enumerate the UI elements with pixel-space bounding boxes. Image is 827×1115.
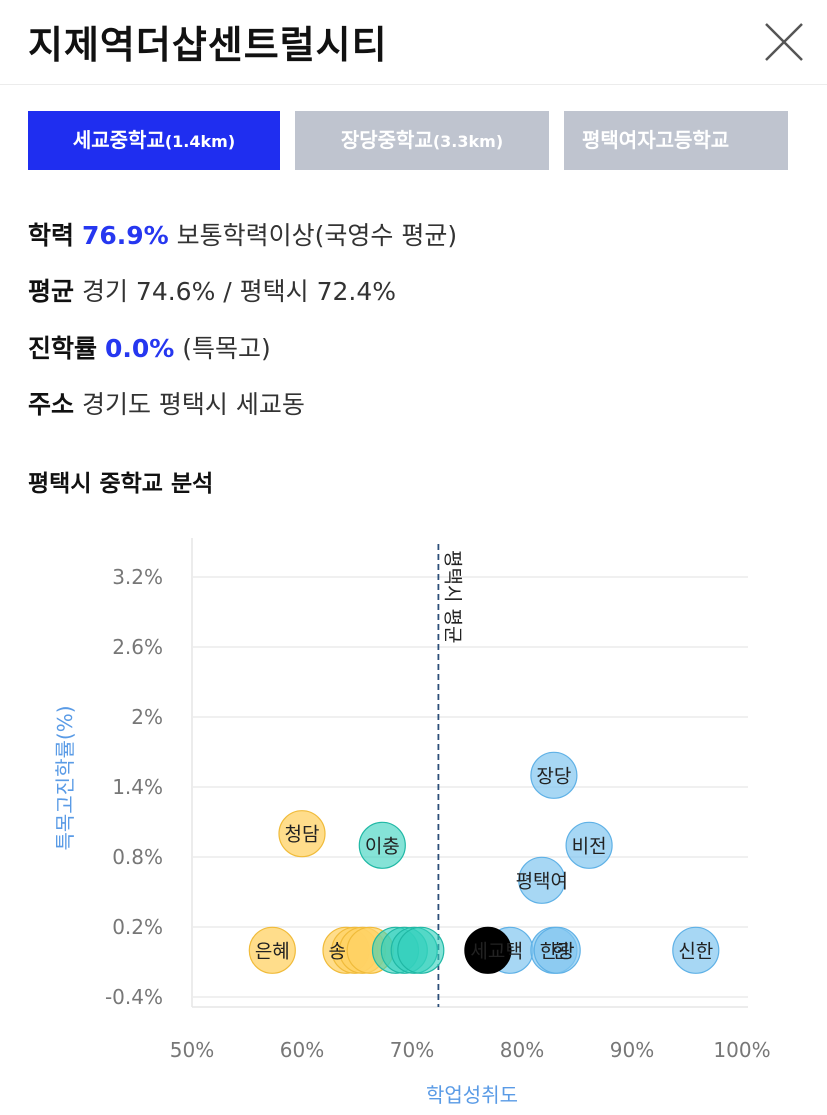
close-button[interactable] [760,18,808,66]
point-label: 비전 [572,835,607,857]
advance-info: 진학률 0.0% (특목고) [28,329,271,365]
point-label: 현 [552,940,569,962]
tab-school-1[interactable]: 세교중학교(1.4km) [28,111,280,170]
point-label: 청담 [285,824,320,846]
x-axis-label: 학업성취도 [426,1083,518,1107]
average-text: 경기 74.6% / 평택시 72.4% [81,277,397,306]
data-point[interactable] [530,751,578,799]
tab-distance: (3.3km) [432,132,504,151]
y-ticks: -0.4% 0.2% 0.8% 1.4% 2% 2.6% 3.2% [105,565,163,1009]
y-tick-label: 2% [131,705,163,729]
data-point[interactable] [518,856,566,904]
x-tick-label: 90% [610,1038,654,1062]
section-title: 평택시 중학교 분석 [28,471,214,497]
average-info: 평균 경기 74.6% / 평택시 72.4% [28,272,396,308]
point-label: 송 [328,940,345,962]
average-line-label: 평택시 평균 [441,550,463,643]
tab-label: 평택여자고등학교 [582,128,730,152]
point-label: 택 [506,940,523,962]
average-label: 평균 [28,277,75,306]
tab-school-2[interactable]: 장당중학교(3.3km) [295,111,549,170]
grid [191,538,748,1008]
data-point[interactable] [278,810,326,858]
data-point[interactable] [565,821,613,869]
y-tick-label: 2.6% [112,635,163,659]
school-tabs: 세교중학교(1.4km) 장당중학교(3.3km) 평택여자고등학교 [28,111,788,170]
academic-desc: 보통학력이상(국영수 평균) [176,221,458,250]
point-label: 이충 [365,835,400,857]
y-tick-label: 0.2% [112,915,163,939]
scatter-chart: -0.4% 0.2% 0.8% 1.4% 2% 2.6% 3.2% 50% 60% 70% 80%… [0,520,827,1115]
y-tick-label: 0.8% [112,845,163,869]
tab-distance: (1.4km) [164,132,236,151]
address-info: 주소 경기도 평택시 세교동 [28,385,305,421]
reference-line: 평택시 평균 [437,544,463,1007]
point-label: 세교 [470,940,505,962]
close-icon [765,23,803,61]
data-point[interactable] [533,926,581,974]
data-point[interactable] [248,926,296,974]
academic-label: 학력 [28,221,75,250]
header: 지제역더샵센트럴시티 [0,0,827,85]
point-label: 한광 [540,940,575,962]
tab-label: 세교중학교 [72,128,165,152]
x-ticks: 50% 60% 70% 80% 90% 100% [170,1038,771,1062]
x-tick-label: 80% [500,1038,544,1062]
point-label: 장당 [536,765,571,787]
tab-school-3[interactable]: 평택여자고등학교 [564,111,788,170]
point-label: 신한 [678,940,713,962]
data-point[interactable] [464,926,512,974]
y-tick-label: 1.4% [112,775,163,799]
academic-value: 76.9% [81,221,169,250]
x-tick-label: 50% [170,1038,214,1062]
advance-value: 0.0% [104,334,175,363]
data-point[interactable] [397,926,445,974]
y-tick-label: 3.2% [112,565,163,589]
y-axis-label: 특목고진학률(%) [53,705,77,850]
x-tick-label: 60% [280,1038,324,1062]
address-text: 경기도 평택시 세교동 [81,390,305,419]
x-tick-label: 100% [713,1038,770,1062]
advance-label: 진학률 [28,334,98,363]
data-points [248,751,720,974]
y-tick-label: -0.4% [105,985,163,1009]
page-title: 지제역더샵센트럴시티 [28,23,388,67]
data-point[interactable] [358,821,406,869]
point-label: 은혜 [255,940,290,962]
data-point[interactable] [672,926,720,974]
x-tick-label: 70% [390,1038,434,1062]
chart-svg: -0.4% 0.2% 0.8% 1.4% 2% 2.6% 3.2% 50% 60% 70% 80%… [53,538,771,1107]
academic-info: 학력 76.9% 보통학력이상(국영수 평균) [28,216,457,252]
tab-label: 장당중학교 [340,128,433,152]
advance-desc: (특목고) [182,334,271,363]
point-label: 평택여 [516,870,568,892]
address-label: 주소 [28,390,75,419]
